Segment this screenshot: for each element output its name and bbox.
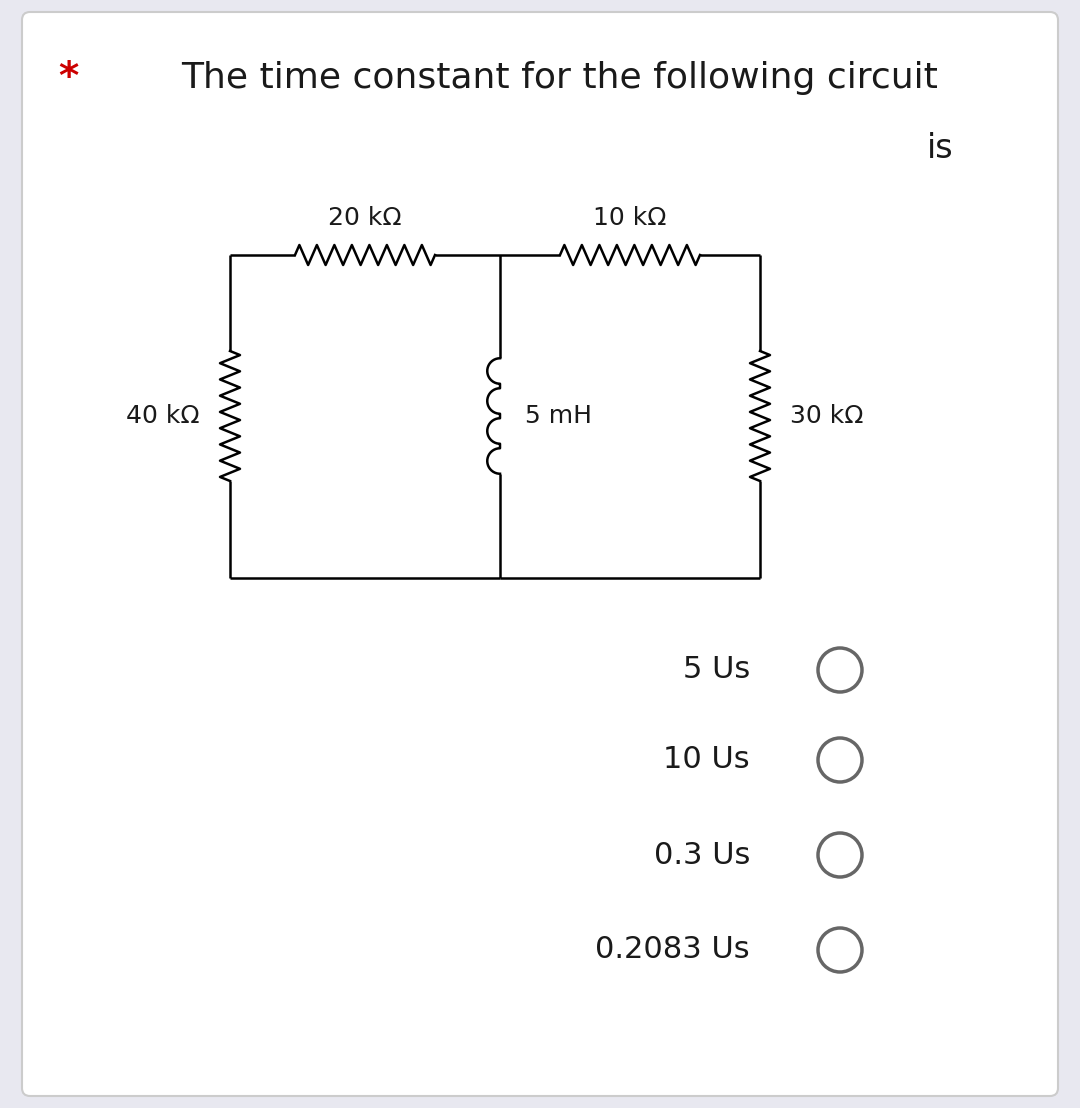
Text: 20 kΩ: 20 kΩ — [328, 206, 402, 230]
Text: is: is — [927, 132, 954, 164]
Text: 0.3 Us: 0.3 Us — [653, 841, 750, 870]
Text: 10 Us: 10 Us — [663, 746, 750, 774]
Text: 0.2083 Us: 0.2083 Us — [595, 935, 750, 964]
Text: 5 mH: 5 mH — [525, 404, 592, 428]
FancyBboxPatch shape — [22, 12, 1058, 1096]
Text: 40 kΩ: 40 kΩ — [126, 404, 200, 428]
Text: The time constant for the following circuit: The time constant for the following circ… — [181, 61, 939, 95]
Text: *: * — [58, 59, 78, 98]
Text: 30 kΩ: 30 kΩ — [789, 404, 864, 428]
Text: 10 kΩ: 10 kΩ — [593, 206, 666, 230]
Text: 5 Us: 5 Us — [683, 656, 750, 685]
